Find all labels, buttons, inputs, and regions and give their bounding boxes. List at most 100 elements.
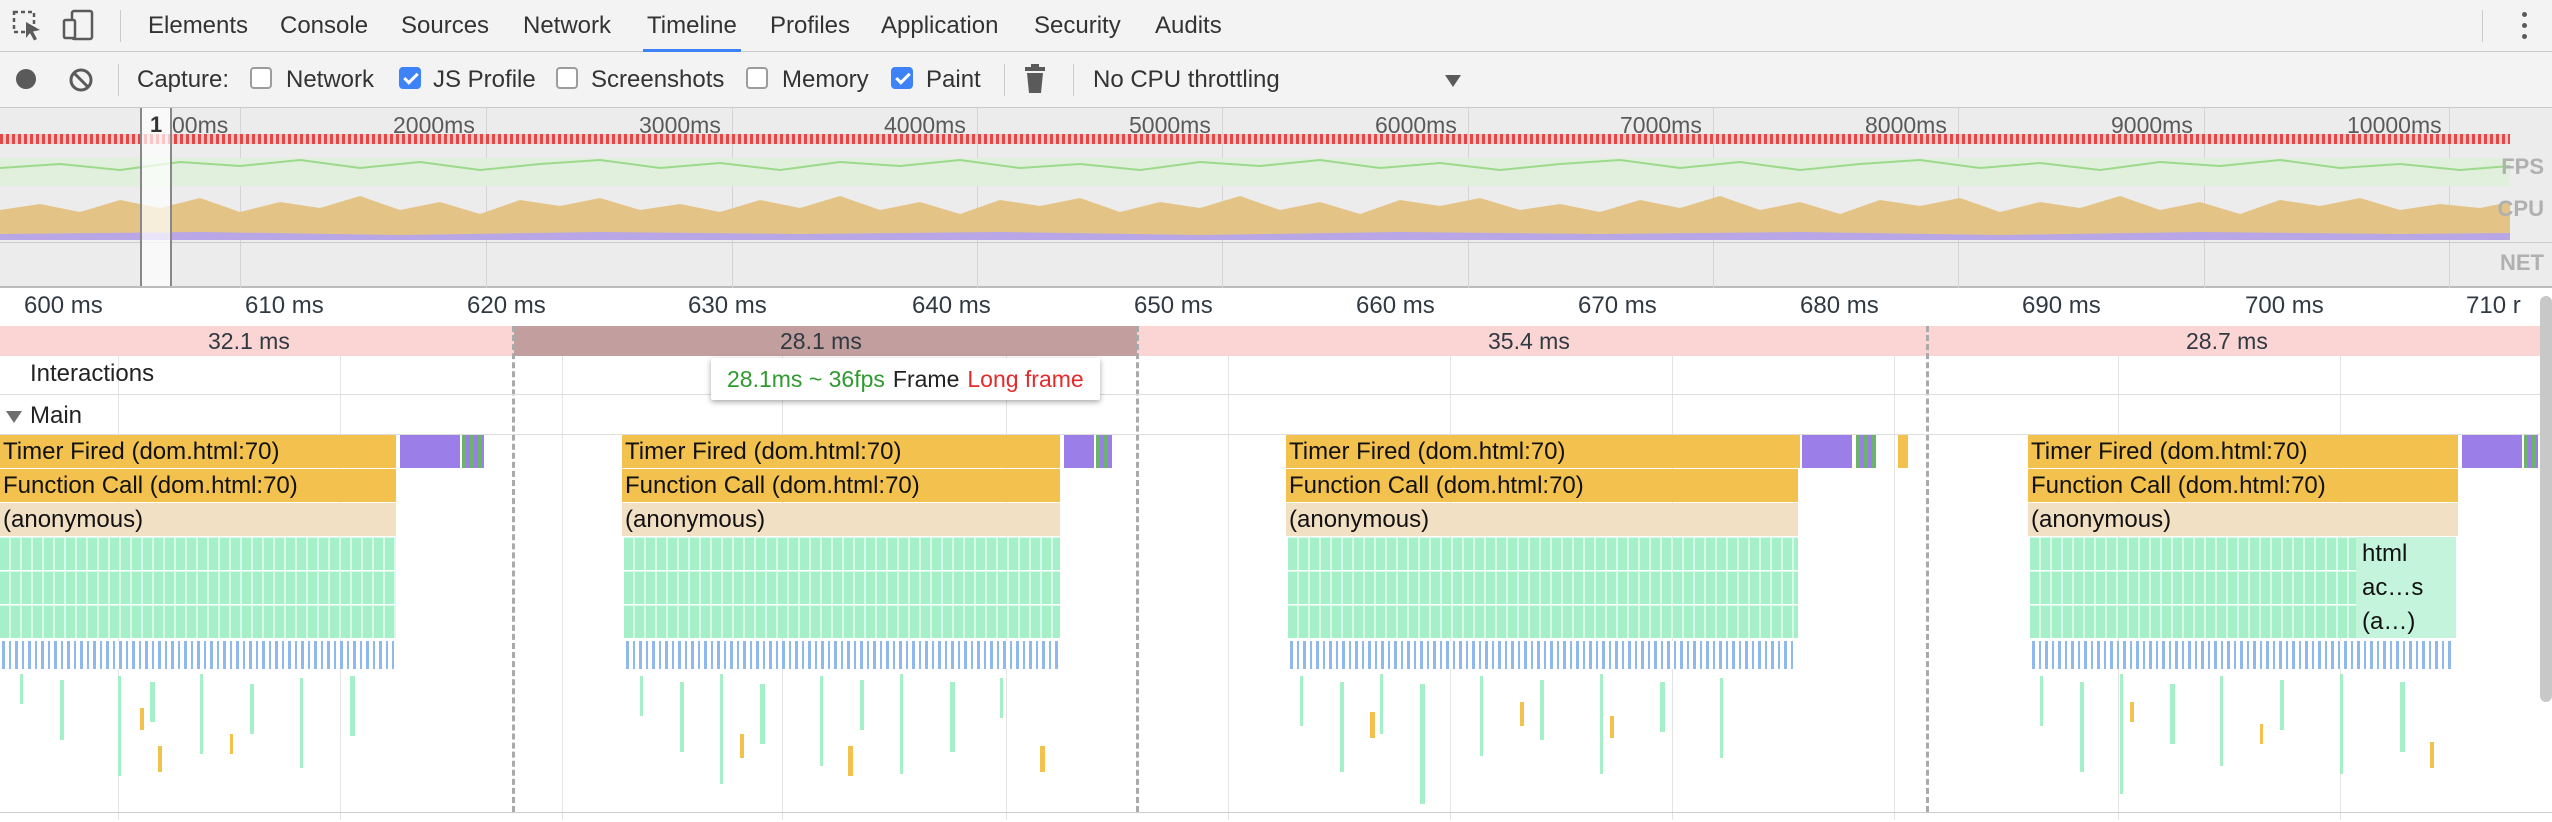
dropdown-arrow-icon[interactable] xyxy=(1444,74,1462,88)
memory-checkbox-label[interactable]: Memory xyxy=(782,66,869,93)
function-call-event[interactable]: Function Call (dom.html:70) xyxy=(622,469,1060,502)
anonymous-event[interactable]: (anonymous) xyxy=(622,503,1060,536)
function-call-event[interactable]: Function Call (dom.html:70) xyxy=(0,469,396,502)
js-call-event[interactable] xyxy=(0,537,396,570)
frame-duration[interactable]: 28.1 ms xyxy=(780,328,862,354)
frame-duration[interactable]: 35.4 ms xyxy=(1488,328,1570,354)
tabbar-separator-right xyxy=(2482,10,2483,42)
js-call-event[interactable] xyxy=(0,571,396,604)
tab-sources[interactable]: Sources xyxy=(401,12,490,39)
js-profile-checkbox[interactable] xyxy=(399,67,421,89)
layout-event[interactable] xyxy=(1096,435,1112,468)
trash-icon[interactable] xyxy=(1024,64,1046,94)
function-call-event[interactable]: Function Call (dom.html:70) xyxy=(1286,469,1798,502)
js-call-event[interactable] xyxy=(0,605,396,638)
overview-tick: 00ms xyxy=(172,112,229,138)
layout-event[interactable] xyxy=(2524,435,2538,468)
memory-checkbox[interactable] xyxy=(746,67,768,89)
ruler-tick: 660 ms xyxy=(1356,292,1435,319)
interactions-track-label[interactable]: Interactions xyxy=(30,360,155,387)
frame-boundary xyxy=(1926,326,1929,812)
paint-event[interactable] xyxy=(1802,435,1852,468)
timer-fired-event[interactable]: Timer Fired (dom.html:70) xyxy=(1286,435,1800,468)
js-call-event[interactable] xyxy=(1288,571,1798,604)
paint-event[interactable] xyxy=(1064,435,1094,468)
js-event-label[interactable]: html xyxy=(2362,540,2408,567)
toolbar-separator-3 xyxy=(1073,64,1074,96)
main-collapse-triangle-icon[interactable] xyxy=(6,411,22,423)
detail-time-ruler: 600 ms 610 ms 620 ms 630 ms 640 ms 650 m… xyxy=(0,288,2552,326)
gc-event[interactable] xyxy=(2,641,394,669)
overview-tick: 8000ms xyxy=(1865,112,1947,138)
selected-frame[interactable] xyxy=(514,326,1137,356)
overview-selection-window[interactable] xyxy=(140,108,172,286)
more-icon[interactable] xyxy=(2522,12,2528,40)
ruler-tick: 610 ms xyxy=(245,292,324,319)
js-call-event[interactable] xyxy=(1288,605,1798,638)
frame-duration[interactable]: 28.7 ms xyxy=(2186,328,2268,354)
network-checkbox[interactable] xyxy=(250,67,272,89)
tab-audits[interactable]: Audits xyxy=(1155,12,1222,39)
main-thread-label[interactable]: Main xyxy=(30,402,83,429)
ruler-tick: 620 ms xyxy=(467,292,546,319)
ruler-tick: 600 ms xyxy=(24,292,103,319)
vertical-scrollbar[interactable] xyxy=(2540,296,2552,702)
js-event-label[interactable]: ac…s xyxy=(2362,574,2424,601)
frame-duration[interactable]: 32.1 ms xyxy=(208,328,290,354)
timer-fired-event[interactable]: Timer Fired (dom.html:70) xyxy=(622,435,1060,468)
gc-event[interactable] xyxy=(1290,641,1796,669)
tab-profiles[interactable]: Profiles xyxy=(770,12,851,39)
tab-network[interactable]: Network xyxy=(523,12,612,39)
timeline-overview[interactable]: 00ms 2000ms 3000ms 4000ms 5000ms 6000ms … xyxy=(0,108,2552,288)
js-call-event[interactable] xyxy=(624,571,1060,604)
screenshots-checkbox[interactable] xyxy=(556,67,578,89)
gc-event[interactable] xyxy=(626,641,1058,669)
overview-tick: 4000ms xyxy=(884,112,966,138)
ruler-tick: 680 ms xyxy=(1800,292,1879,319)
paint-checkbox-label[interactable]: Paint xyxy=(926,66,981,93)
device-icon[interactable] xyxy=(62,8,96,42)
cpu-throttling-select[interactable]: No CPU throttling xyxy=(1093,66,1280,93)
record-icon[interactable] xyxy=(14,67,38,91)
overview-tick: 9000ms xyxy=(2111,112,2193,138)
overview-tick: 5000ms xyxy=(1129,112,1211,138)
anonymous-event[interactable]: (anonymous) xyxy=(0,503,396,536)
tab-console[interactable]: Console xyxy=(280,12,369,39)
paint-event[interactable] xyxy=(2462,435,2522,468)
js-call-event[interactable] xyxy=(624,605,1060,638)
gc-event[interactable] xyxy=(2032,641,2452,669)
ruler-tick: 710 r xyxy=(2466,292,2521,319)
paint-event[interactable] xyxy=(400,435,460,468)
tab-security[interactable]: Security xyxy=(1034,12,1121,39)
capture-label: Capture: xyxy=(137,66,230,93)
ruler-tick: 670 ms xyxy=(1578,292,1657,319)
devtools-tabbar: Elements Console Sources Network Timelin… xyxy=(0,0,2552,53)
layout-event[interactable] xyxy=(1856,435,1876,468)
frames-track xyxy=(0,326,2552,356)
js-profile-checkbox-label[interactable]: JS Profile xyxy=(433,66,536,93)
clear-icon[interactable] xyxy=(68,67,94,93)
timer-fired-event[interactable]: Timer Fired (dom.html:70) xyxy=(2028,435,2458,468)
js-call-event[interactable] xyxy=(1288,537,1798,570)
tab-elements[interactable]: Elements xyxy=(148,12,249,39)
paint-checkbox[interactable] xyxy=(891,67,913,89)
js-call-event[interactable] xyxy=(624,537,1060,570)
tooltip-long-frame: Long frame xyxy=(967,366,1084,392)
timer-event-small[interactable] xyxy=(1898,435,1908,468)
frame-boundary xyxy=(512,326,515,812)
anonymous-event[interactable]: (anonymous) xyxy=(2028,503,2458,536)
js-event-label[interactable]: (a…) xyxy=(2362,608,2416,635)
layout-event[interactable] xyxy=(462,435,484,468)
function-call-event[interactable]: Function Call (dom.html:70) xyxy=(2028,469,2458,502)
timer-fired-event[interactable]: Timer Fired (dom.html:70) xyxy=(0,435,396,468)
anonymous-event[interactable]: (anonymous) xyxy=(1286,503,1798,536)
frame-tooltip: 28.1ms ~ 36fps Frame Long frame xyxy=(711,358,1100,400)
fps-track xyxy=(0,158,2510,186)
inspect-icon[interactable] xyxy=(10,8,44,42)
selection-handle-label[interactable]: 1 xyxy=(150,112,163,137)
network-checkbox-label[interactable]: Network xyxy=(286,66,375,93)
tab-timeline[interactable]: Timeline xyxy=(643,0,741,53)
overview-tick: 6000ms xyxy=(1375,112,1457,138)
tab-application[interactable]: Application xyxy=(881,12,999,39)
screenshots-checkbox-label[interactable]: Screenshots xyxy=(591,66,725,93)
